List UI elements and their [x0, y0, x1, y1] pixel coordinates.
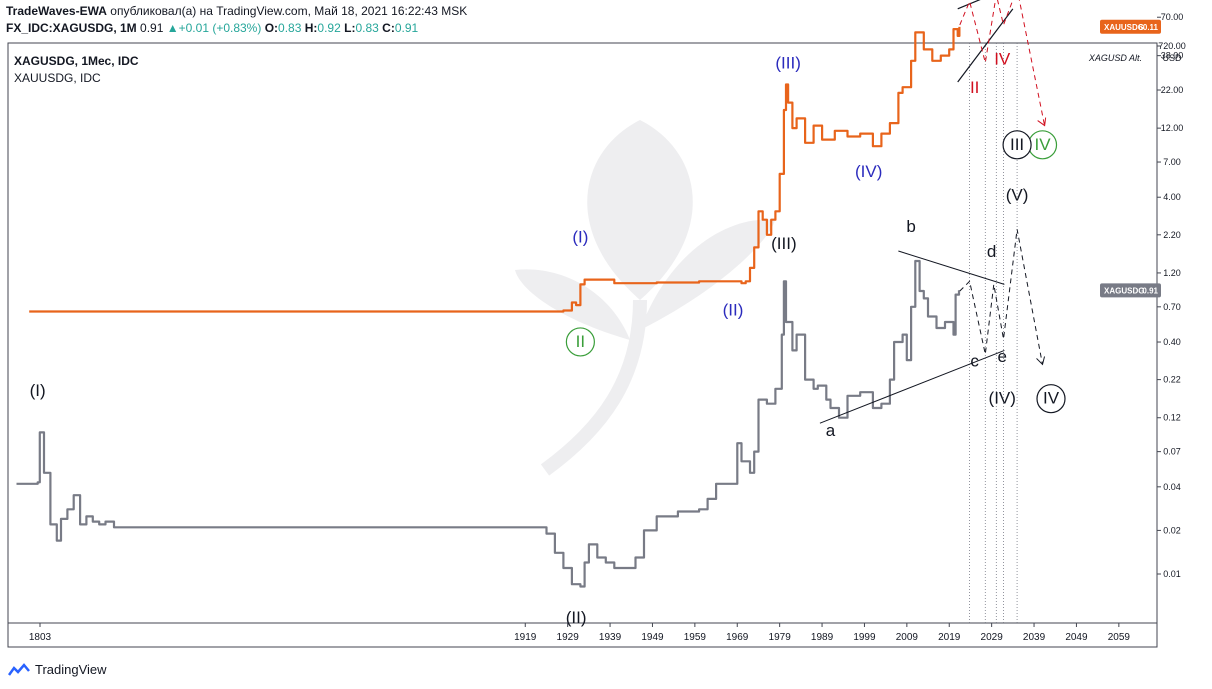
h-label: H:: [304, 21, 318, 35]
x-tick-label: 1949: [641, 632, 664, 643]
y-tick-label: 0.22: [1163, 375, 1181, 385]
o-label: O:: [264, 21, 279, 35]
h-value: 0.92: [317, 21, 341, 35]
wave-label: (I): [30, 381, 46, 400]
time-axis: [7, 622, 1158, 648]
wave-label: II: [576, 332, 585, 351]
wave-label: IV: [994, 50, 1011, 69]
x-tick-label: 1939: [599, 632, 622, 643]
watermark-leaf-icon: [640, 219, 775, 330]
axis-note: XAGUSD Alt.: [1088, 53, 1142, 63]
y-tick-label: 0.07: [1163, 447, 1181, 457]
triangle-up-icon: ▲: [166, 21, 179, 35]
wave-label: (I): [572, 227, 588, 246]
wave-label: e: [998, 347, 1007, 366]
x-tick-label: 2049: [1065, 632, 1088, 643]
x-tick-label: 1929: [557, 632, 580, 643]
wave-label: (III): [775, 53, 801, 72]
c-label: C:: [382, 21, 395, 35]
wave-label: b: [906, 217, 915, 236]
publish-info: TradeWaves-EWA опубликовал(а) на Trading…: [6, 4, 467, 18]
ohlc-bar: FX_IDC:XAGUSDG, 1M 0.91 ▲+0.01 (+0.83%) …: [6, 21, 418, 35]
y-tick-label: 70.00: [1161, 12, 1184, 22]
arrow-head-icon: [1036, 356, 1046, 366]
wedge-lower: [957, 8, 1014, 83]
y-tick-label: 0.40: [1163, 337, 1181, 347]
wave-label: III: [1010, 135, 1024, 154]
c-value: 0.91: [394, 21, 419, 35]
x-tick-label: 2039: [1023, 632, 1046, 643]
legend-secondary-symbol[interactable]: XAUUSDG, IDC: [14, 71, 101, 85]
price-tag: [1100, 283, 1161, 298]
wave-label: c: [970, 352, 979, 371]
y-tick-label: 720.00: [1158, 41, 1186, 51]
tradingview-brand: TradingView: [35, 662, 107, 677]
x-tick-label: 1803: [29, 632, 52, 643]
wave-label-circle: [1036, 384, 1066, 414]
watermark-stem-icon: [540, 299, 647, 476]
legend-main-symbol[interactable]: XAGUSDG, 1Мес, IDC: [14, 54, 139, 68]
author-name: TradeWaves-EWA: [6, 4, 107, 18]
series-line-xauusdg: [29, 26, 961, 313]
x-tick-label: 1999: [853, 632, 876, 643]
wave-label: d: [987, 242, 996, 261]
x-tick-label: 2029: [981, 632, 1004, 643]
y-tick-label: 0.12: [1163, 413, 1181, 423]
wave-label: (III): [771, 234, 797, 253]
x-tick-label: 1989: [811, 632, 834, 643]
wave-label-circle: [1002, 130, 1032, 160]
l-value: 0.83: [355, 21, 379, 35]
l-label: L:: [344, 21, 356, 35]
wedge-upper: [957, 0, 981, 10]
price-tag-value: 0.91: [1142, 286, 1158, 295]
x-tick-label: 1919: [514, 632, 537, 643]
x-tick-label: 1979: [769, 632, 792, 643]
y-tick-label: 0.70: [1163, 302, 1181, 312]
wave-label: a: [826, 421, 836, 440]
price-tag-value: 60.11: [1138, 23, 1158, 32]
series-line-xagusdg: [16, 259, 961, 588]
projection-silver: [959, 229, 1043, 365]
x-tick-label: 2059: [1108, 632, 1131, 643]
wave-label: IV: [1043, 389, 1060, 408]
x-tick-label: 1969: [726, 632, 749, 643]
y-tick-label: USD: [1162, 53, 1182, 63]
x-tick-label: 2019: [938, 632, 961, 643]
y-tick-label: 0.04: [1163, 482, 1181, 492]
y-tick-label: 22.00: [1161, 85, 1184, 95]
wave-label: II: [970, 78, 979, 97]
y-tick-label: 7.00: [1163, 157, 1181, 167]
tradingview-icon: [8, 662, 30, 676]
x-tick-label: 1959: [684, 632, 707, 643]
symbol-label: FX_IDC:XAGUSDG, 1M: [6, 21, 137, 35]
price-tag-name: XAGUSDG: [1104, 286, 1144, 295]
arrow-head-icon: [1037, 117, 1047, 127]
wave-label: (IV): [855, 162, 882, 181]
publish-text: опубликовал(а) на TradingView.com, Май 1…: [110, 4, 468, 18]
wave-label: IV: [1034, 135, 1051, 154]
watermark-leaf-icon: [587, 120, 693, 300]
wave-label: (V): [1006, 185, 1029, 204]
y-tick-label: 2.20: [1163, 230, 1181, 240]
y-tick-label: 1.20: [1163, 268, 1181, 278]
trendline-upper: [898, 250, 1005, 285]
wave-label: (II): [723, 300, 744, 319]
x-tick-label: 2009: [896, 632, 919, 643]
tradingview-logo[interactable]: TradingView: [8, 662, 107, 677]
y-tick-label: 0.01: [1163, 569, 1181, 579]
y-tick-label: 12.00: [1161, 123, 1184, 133]
wave-label-circle: [565, 327, 595, 357]
y-tick-label: 4.00: [1163, 192, 1181, 202]
price-tag: [1100, 19, 1161, 34]
trendline-lower: [819, 349, 1005, 424]
price-tag-name: XAUUSDG: [1104, 23, 1144, 32]
last-price: 0.91: [140, 21, 164, 35]
wave-label: (II): [566, 608, 587, 627]
y-tick-label: 38.00: [1161, 51, 1184, 61]
wave-label: (IV): [989, 389, 1016, 408]
y-tick-label: 0.02: [1163, 525, 1181, 535]
o-value: 0.83: [278, 21, 302, 35]
change-value: +0.01 (+0.83%): [178, 21, 262, 35]
